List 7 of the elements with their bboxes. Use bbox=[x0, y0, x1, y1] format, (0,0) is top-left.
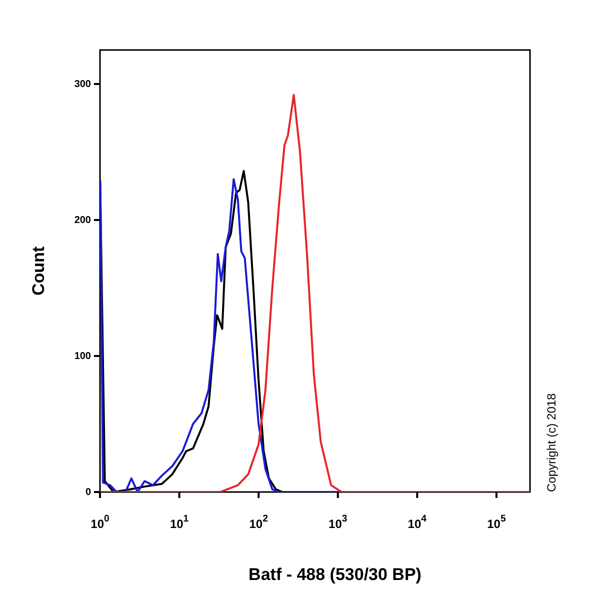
y-tick-label: 100 bbox=[74, 350, 92, 362]
text: Copyright (c) 2018 bbox=[544, 392, 558, 492]
y-tick-label: 300 bbox=[74, 78, 92, 90]
x-axis-title: Batf - 488 (530/30 BP) bbox=[248, 565, 422, 584]
y-tick-label: 0 bbox=[85, 486, 92, 498]
y-tick-label: 200 bbox=[74, 214, 92, 226]
y-axis-title: Count bbox=[29, 246, 48, 296]
